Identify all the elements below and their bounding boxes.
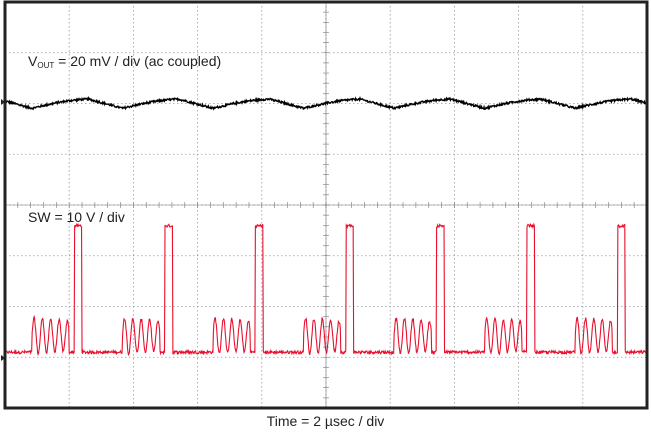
graticule-center-ticks bbox=[5, 2, 647, 408]
sw-trace bbox=[4, 222, 648, 357]
time-scale-label: Time = 2 µsec / div bbox=[266, 413, 385, 429]
ch1-marker bbox=[1, 99, 5, 105]
plot-frame bbox=[3, 0, 649, 410]
ch1-scale-label: VOUT = 20 mV / div (ac coupled) bbox=[28, 53, 221, 70]
ch2-scale-label: SW = 10 V / div bbox=[28, 209, 125, 225]
ch2-marker bbox=[1, 355, 5, 361]
vout-trace bbox=[4, 95, 648, 111]
